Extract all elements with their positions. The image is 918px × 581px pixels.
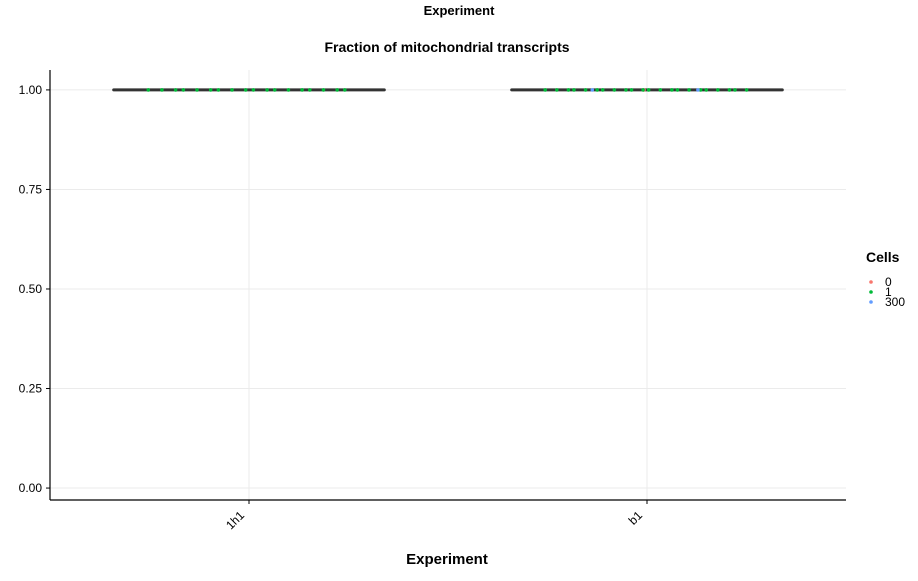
data-point xyxy=(308,88,312,92)
y-tick-label: 0.50 xyxy=(19,282,43,296)
data-point xyxy=(641,88,645,92)
data-point xyxy=(716,88,720,92)
data-point xyxy=(572,88,576,92)
y-tick-label: 0.25 xyxy=(19,382,43,396)
data-point xyxy=(658,88,662,92)
data-point xyxy=(543,88,547,92)
chart-supertitle: Experiment xyxy=(424,3,495,18)
data-point xyxy=(676,88,680,92)
y-tick-label: 1.00 xyxy=(19,83,43,97)
data-point xyxy=(555,88,559,92)
data-point xyxy=(595,88,599,92)
x-axis-title: Experiment xyxy=(406,551,488,568)
data-point xyxy=(300,88,304,92)
data-point xyxy=(687,88,691,92)
data-point xyxy=(584,88,588,92)
data-point xyxy=(217,88,221,92)
data-point xyxy=(195,88,199,92)
data-point xyxy=(613,88,617,92)
data-point xyxy=(601,88,605,92)
data-point xyxy=(704,88,708,92)
legend-title: Cells xyxy=(866,249,900,265)
data-point xyxy=(230,88,234,92)
data-point xyxy=(745,88,749,92)
chart-title: Fraction of mitochondrial transcripts xyxy=(324,39,569,55)
data-point xyxy=(244,88,248,92)
y-tick-label: 0.00 xyxy=(19,481,43,495)
legend-swatch xyxy=(869,290,873,294)
legend-label: 300 xyxy=(885,295,905,309)
x-tick-label: 1h1 xyxy=(223,508,247,532)
data-point xyxy=(174,88,178,92)
data-point xyxy=(647,88,651,92)
data-point xyxy=(322,88,326,92)
data-point xyxy=(335,88,339,92)
data-point xyxy=(630,88,634,92)
data-point xyxy=(265,88,269,92)
data-point xyxy=(670,88,674,92)
data-point xyxy=(273,88,277,92)
data-point xyxy=(252,88,256,92)
data-point xyxy=(182,88,186,92)
data-point xyxy=(209,88,213,92)
data-point xyxy=(287,88,291,92)
legend-swatch xyxy=(869,300,873,304)
data-point xyxy=(696,88,700,92)
data-point xyxy=(590,88,594,92)
data-point xyxy=(733,88,737,92)
data-point xyxy=(624,88,628,92)
data-point xyxy=(343,88,347,92)
data-point xyxy=(146,88,150,92)
axes: 0.00 0.25 0.50 0.75 1.00 1h1 b1 xyxy=(19,70,846,532)
data-point xyxy=(567,88,571,92)
grid-lines xyxy=(50,70,846,500)
legend-swatch xyxy=(869,280,873,284)
data-point xyxy=(160,88,164,92)
data-point xyxy=(728,88,732,92)
x-tick-label: b1 xyxy=(626,508,646,528)
y-tick-label: 0.75 xyxy=(19,182,43,196)
